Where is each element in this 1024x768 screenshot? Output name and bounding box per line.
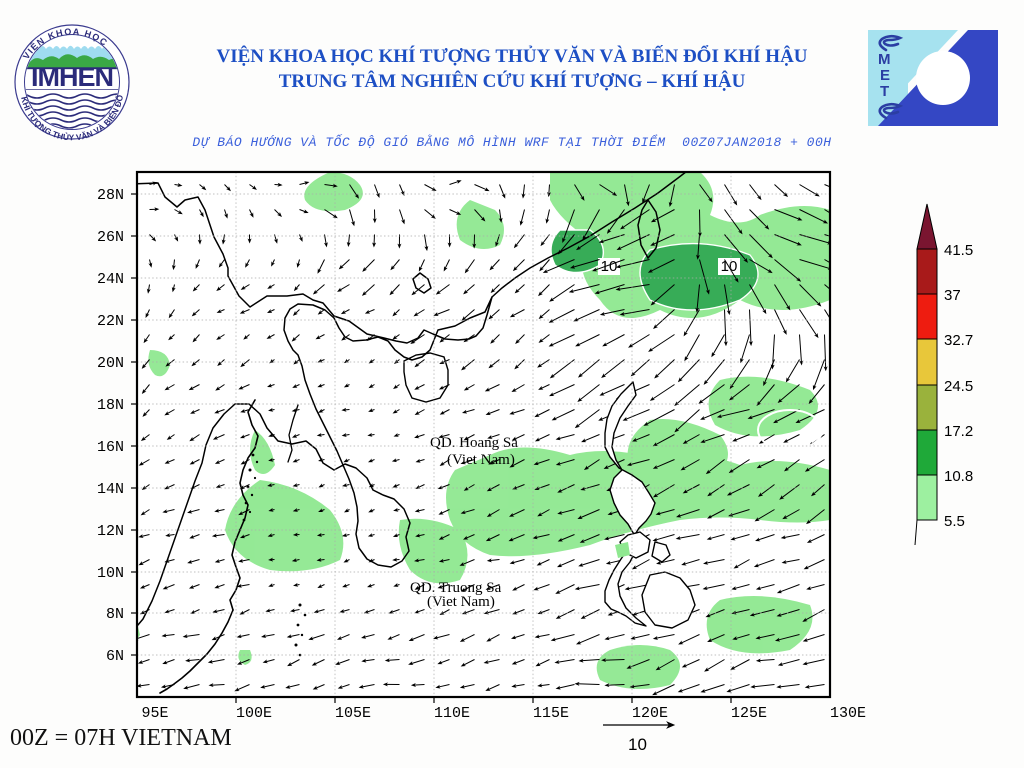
svg-text:10: 10	[628, 735, 647, 754]
